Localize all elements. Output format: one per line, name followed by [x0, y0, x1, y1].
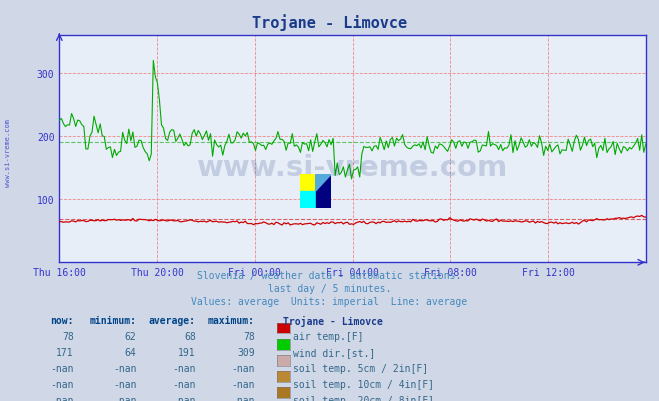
Text: www.si-vreme.com: www.si-vreme.com	[197, 154, 508, 182]
Text: 68: 68	[184, 331, 196, 341]
Text: -nan: -nan	[113, 379, 136, 389]
Text: 309: 309	[237, 347, 255, 357]
Text: wind dir.[st.]: wind dir.[st.]	[293, 347, 376, 357]
Polygon shape	[316, 174, 331, 209]
Polygon shape	[316, 174, 331, 192]
Text: -nan: -nan	[231, 363, 255, 373]
Text: -nan: -nan	[50, 379, 74, 389]
Text: Trojane - Limovce: Trojane - Limovce	[252, 14, 407, 31]
Text: www.si-vreme.com: www.si-vreme.com	[5, 118, 11, 186]
Text: 78: 78	[62, 331, 74, 341]
Polygon shape	[300, 174, 316, 192]
Text: -nan: -nan	[172, 395, 196, 401]
Text: soil temp. 5cm / 2in[F]: soil temp. 5cm / 2in[F]	[293, 363, 428, 373]
Text: minimum:: minimum:	[90, 315, 136, 325]
Text: 171: 171	[56, 347, 74, 357]
Text: Values: average  Units: imperial  Line: average: Values: average Units: imperial Line: av…	[191, 296, 468, 306]
Text: average:: average:	[149, 315, 196, 325]
Text: soil temp. 20cm / 8in[F]: soil temp. 20cm / 8in[F]	[293, 395, 434, 401]
Text: -nan: -nan	[50, 395, 74, 401]
Text: -nan: -nan	[231, 379, 255, 389]
Text: -nan: -nan	[172, 363, 196, 373]
Text: -nan: -nan	[50, 363, 74, 373]
Text: maximum:: maximum:	[208, 315, 255, 325]
Text: -nan: -nan	[113, 363, 136, 373]
Text: now:: now:	[50, 315, 74, 325]
Text: 64: 64	[125, 347, 136, 357]
Text: 78: 78	[243, 331, 255, 341]
Polygon shape	[300, 192, 316, 209]
Text: -nan: -nan	[113, 395, 136, 401]
Text: soil temp. 10cm / 4in[F]: soil temp. 10cm / 4in[F]	[293, 379, 434, 389]
Text: air temp.[F]: air temp.[F]	[293, 331, 364, 341]
Text: -nan: -nan	[231, 395, 255, 401]
Text: -nan: -nan	[172, 379, 196, 389]
Text: 191: 191	[178, 347, 196, 357]
Text: Trojane - Limovce: Trojane - Limovce	[283, 315, 384, 326]
Text: last day / 5 minutes.: last day / 5 minutes.	[268, 284, 391, 294]
Text: 62: 62	[125, 331, 136, 341]
Text: Slovenia / weather data - automatic stations.: Slovenia / weather data - automatic stat…	[197, 271, 462, 281]
